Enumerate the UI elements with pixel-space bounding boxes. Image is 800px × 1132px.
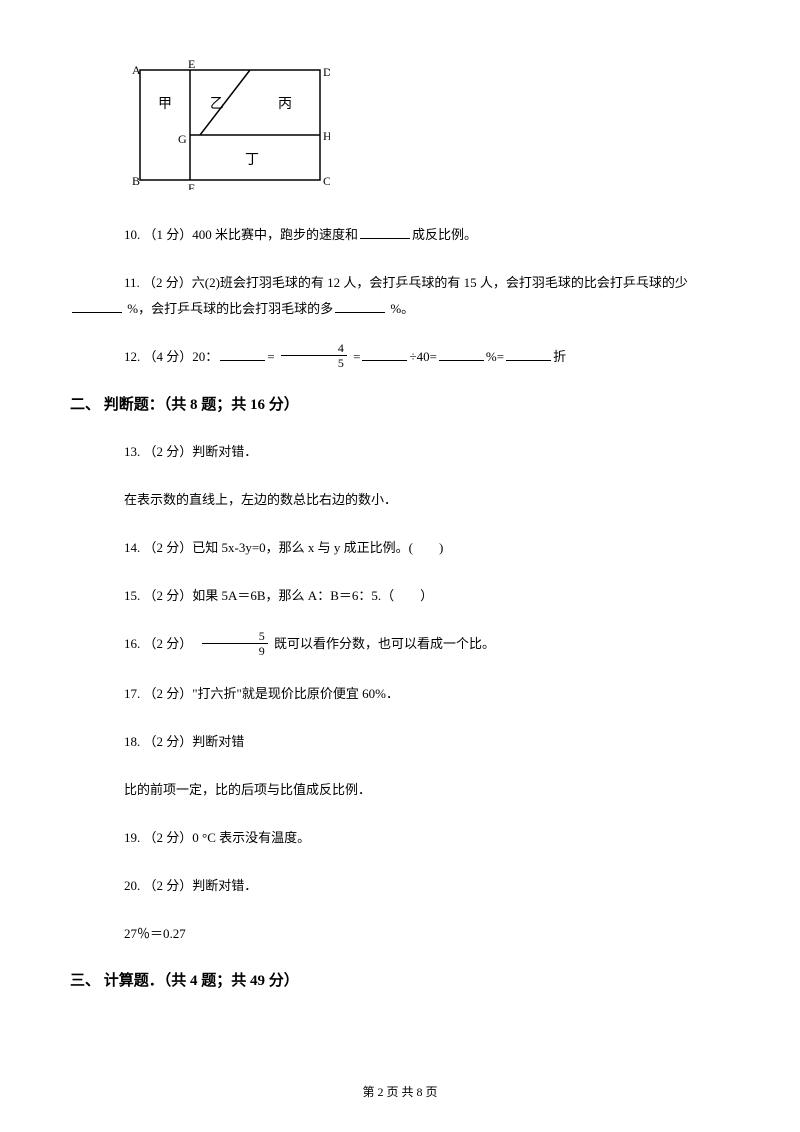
label-e: E	[188, 60, 195, 71]
q12-blank4	[506, 347, 551, 361]
question-13b: 在表示数的直线上，左边的数总比右边的数小．	[70, 487, 730, 513]
q11-line1: 11. （2 分）六(2)班会打羽毛球的有 12 人，会打乒乓球的有 15 人，…	[124, 275, 688, 290]
q16-prefix: 16. （2 分）	[124, 636, 199, 651]
label-g: G	[178, 132, 187, 146]
label-b: B	[132, 174, 140, 188]
q12-prefix: 12. （4 分）20：	[124, 349, 218, 364]
question-13a: 13. （2 分）判断对错．	[70, 439, 730, 465]
q12-eq1: =	[267, 349, 274, 364]
label-h: H	[323, 129, 330, 143]
q12-blank3	[439, 347, 484, 361]
question-18b: 比的前项一定，比的后项与比值成反比例．	[70, 777, 730, 803]
question-20b: 27％＝0.27	[70, 921, 730, 947]
q11-mid: %，会打乒乓球的比会打羽毛球的多	[124, 301, 333, 316]
q11-blank1	[72, 299, 122, 313]
q12-fraction: 45	[281, 342, 347, 369]
label-a: A	[132, 63, 141, 77]
question-10: 10. （1 分）400 米比赛中，跑步的速度和 成反比例。	[70, 222, 730, 248]
diagram-svg: A E D B F C G H 甲 乙 丙 丁	[130, 60, 330, 190]
label-jia: 甲	[158, 97, 172, 112]
label-c: C	[323, 174, 330, 188]
section-2-header: 二、 判断题：（共 8 题；共 16 分）	[70, 393, 730, 417]
question-15: 15. （2 分）如果 5A＝6B，那么 A：B＝6：5.（ ）	[70, 583, 730, 609]
question-20a: 20. （2 分）判断对错．	[70, 873, 730, 899]
question-16: 16. （2 分） 59 既可以看作分数，也可以看成一个比。	[70, 631, 730, 659]
question-17: 17. （2 分）"打六折"就是现价比原价便宜 60%．	[70, 681, 730, 707]
q16-fraction: 59	[202, 630, 268, 657]
page-footer: 第 2 页 共 8 页	[0, 1083, 800, 1102]
question-14: 14. （2 分）已知 5x-3y=0，那么 x 与 y 成正比例。( )	[70, 535, 730, 561]
q10-blank	[360, 225, 410, 239]
label-ding: 丁	[245, 153, 259, 168]
label-f: F	[188, 181, 195, 190]
q12-blank2	[362, 347, 407, 361]
q12-blank1	[220, 347, 265, 361]
q12-eq2: =	[353, 349, 360, 364]
q10-text-suffix: 成反比例。	[412, 227, 477, 242]
q16-frac-num: 5	[202, 630, 268, 644]
q12-frac-num: 4	[281, 342, 347, 356]
q11-blank2	[335, 299, 385, 313]
question-12: 12. （4 分）20： = 45 = ÷40= %= 折	[70, 344, 730, 372]
label-bing: 丙	[278, 97, 292, 112]
label-yi: 乙	[210, 96, 224, 112]
question-11: 11. （2 分）六(2)班会打羽毛球的有 12 人，会打乒乓球的有 15 人，…	[70, 270, 730, 296]
q12-div: ÷40=	[409, 349, 436, 364]
q12-suffix: 折	[553, 349, 566, 364]
q12-pct: %=	[486, 349, 504, 364]
q10-text-prefix: 10. （1 分）400 米比赛中，跑步的速度和	[124, 227, 358, 242]
question-19: 19. （2 分）0 °C 表示没有温度。	[70, 825, 730, 851]
question-18a: 18. （2 分）判断对错	[70, 729, 730, 755]
q11-end: %。	[387, 301, 414, 316]
geometry-diagram: A E D B F C G H 甲 乙 丙 丁	[130, 60, 730, 197]
section-3-header: 三、 计算题．（共 4 题；共 49 分）	[70, 969, 730, 993]
q16-suffix: 既可以看作分数，也可以看成一个比。	[271, 636, 495, 651]
question-11-cont: %，会打乒乓球的比会打羽毛球的多 %。	[70, 296, 730, 322]
q16-frac-den: 9	[202, 644, 268, 657]
q12-frac-den: 5	[281, 356, 347, 369]
label-d: D	[323, 65, 330, 79]
